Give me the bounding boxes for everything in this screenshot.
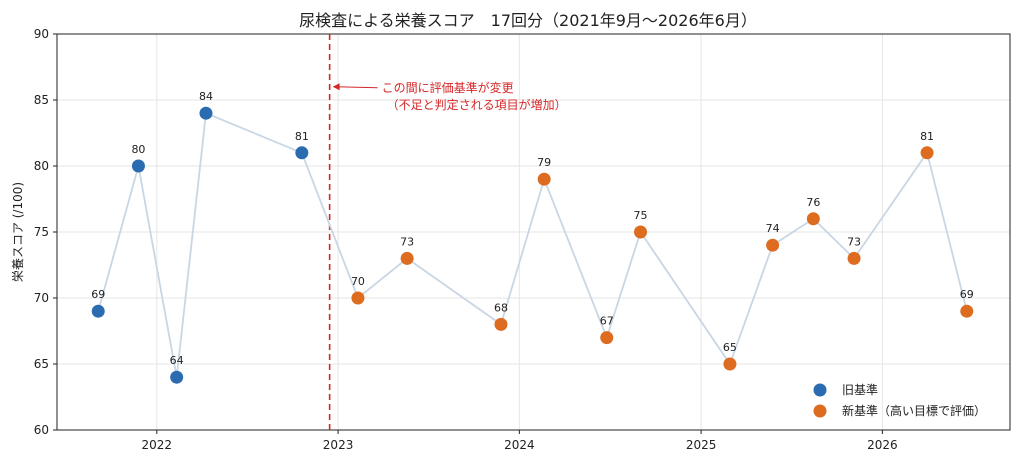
legend-label-new: 新基準（高い目標で評価） — [842, 403, 986, 418]
annotation-text-line2: （不足と判定される項目が増加） — [387, 97, 567, 112]
data-label: 75 — [634, 209, 648, 222]
y-tick-label: 80 — [34, 159, 49, 173]
connecting-line-layer — [97, 111, 968, 378]
data-label: 67 — [600, 315, 614, 328]
x-tick-label: 2024 — [504, 438, 535, 452]
data-label: 81 — [920, 130, 934, 143]
data-point-new — [351, 291, 365, 305]
x-tick-label: 2026 — [867, 438, 898, 452]
data-label: 70 — [351, 275, 365, 288]
data-point-old — [295, 146, 309, 160]
y-tick-label: 60 — [34, 423, 49, 437]
x-tick-label: 2023 — [323, 438, 354, 452]
data-label: 74 — [766, 222, 780, 235]
annotation-arrow-head — [332, 83, 340, 91]
data-label: 64 — [170, 354, 184, 367]
legend-marker-new — [813, 404, 827, 418]
legend-marker-old — [813, 383, 827, 397]
data-label: 69 — [960, 288, 974, 301]
data-point-old — [199, 106, 213, 120]
data-label: 69 — [91, 288, 105, 301]
data-point-new — [847, 251, 861, 265]
data-label: 76 — [806, 196, 820, 209]
data-point-new — [960, 304, 974, 318]
data-label: 73 — [847, 235, 861, 248]
chart-title: 尿検査による栄養スコア 17回分（2021年9月～2026年6月） — [299, 11, 757, 30]
ticks-layer: 60 65 70 75 80 85 90 2022 2023 2024 2025 2026 — [34, 27, 898, 452]
data-point-old — [91, 304, 105, 318]
data-point-new — [600, 331, 614, 345]
data-point-new — [634, 225, 648, 239]
y-tick-label: 70 — [34, 291, 49, 305]
x-tick-label: 2025 — [686, 438, 717, 452]
data-label: 65 — [723, 341, 737, 354]
data-label: 68 — [494, 301, 508, 314]
y-tick-label: 65 — [34, 357, 49, 371]
data-labels-layer: 69 80 64 84 81 70 73 68 79 67 75 65 74 76 73 81 69 — [91, 90, 974, 367]
data-label: 73 — [400, 235, 414, 248]
y-tick-label: 75 — [34, 225, 49, 239]
data-point-old — [131, 159, 145, 173]
data-point-new — [723, 357, 737, 371]
y-tick-label: 90 — [34, 27, 49, 41]
data-point-new — [537, 172, 551, 186]
y-axis-label: 栄養スコア (/100) — [10, 182, 25, 282]
annotation-layer: この間に評価基準が変更 （不足と判定される項目が増加） — [328, 34, 567, 430]
data-point-new — [400, 251, 414, 265]
data-label: 80 — [131, 143, 145, 156]
annotation-arrow-shaft — [335, 86, 378, 89]
score-trend-line — [97, 111, 968, 378]
y-tick-label: 85 — [34, 93, 49, 107]
data-point-new — [766, 238, 780, 252]
data-points-layer — [91, 106, 974, 384]
data-label: 79 — [537, 156, 551, 169]
legend-label-old: 旧基準 — [842, 382, 878, 397]
data-point-new — [920, 146, 934, 160]
data-label: 84 — [199, 90, 213, 103]
annotation-text-line1: この間に評価基準が変更 — [382, 80, 514, 95]
data-point-new — [806, 212, 820, 226]
data-point-new — [494, 317, 508, 331]
data-point-old — [170, 370, 184, 384]
x-tick-label: 2022 — [142, 438, 173, 452]
data-label: 81 — [295, 130, 309, 143]
